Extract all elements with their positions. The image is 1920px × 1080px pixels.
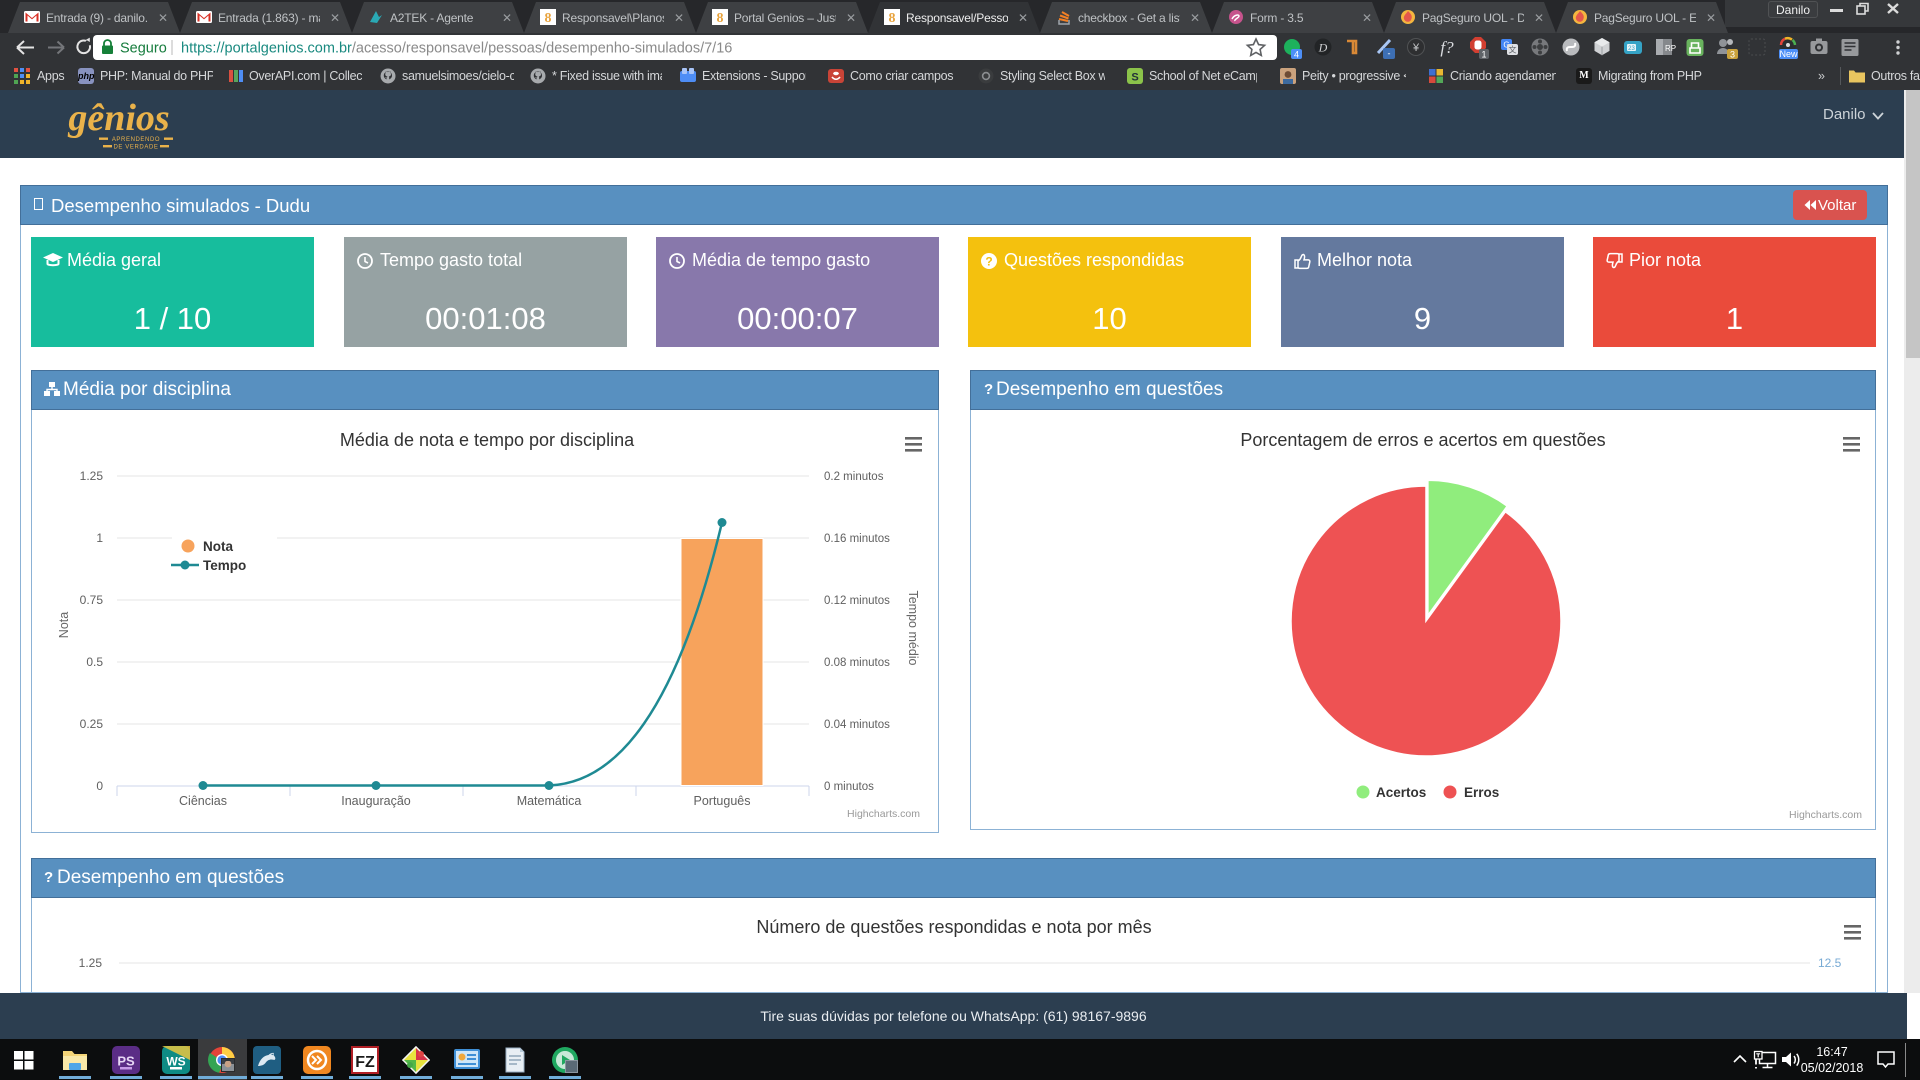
svg-text:FZ: FZ — [355, 1054, 375, 1071]
svg-text:S: S — [1131, 72, 1138, 84]
svg-text:1.25: 1.25 — [80, 469, 104, 483]
svg-text:8: 8 — [889, 11, 896, 25]
svg-text:0: 0 — [96, 779, 103, 793]
svg-text:PS: PS — [117, 1054, 135, 1069]
svg-text:Inauguração: Inauguração — [341, 794, 411, 808]
svg-text:Tempo médio: Tempo médio — [906, 590, 920, 665]
svg-text:0.16 minutos: 0.16 minutos — [824, 533, 890, 545]
svg-text:0.12 minutos: 0.12 minutos — [824, 595, 890, 607]
svg-text:Highcharts.com: Highcharts.com — [1789, 809, 1862, 821]
svg-text:¥: ¥ — [1412, 42, 1420, 54]
svg-text:D: D — [1318, 41, 1328, 55]
svg-text:f?: f? — [1440, 38, 1454, 57]
svg-text:Highcharts.com: Highcharts.com — [847, 808, 920, 820]
svg-text:8: 8 — [545, 11, 552, 25]
svg-text:Erros: Erros — [1464, 785, 1499, 800]
svg-text:12.5: 12.5 — [1818, 956, 1842, 970]
svg-text:Nota: Nota — [57, 612, 71, 638]
svg-text:3: 3 — [1730, 50, 1735, 60]
svg-text:Matemática: Matemática — [517, 794, 582, 808]
svg-text:0.5: 0.5 — [86, 655, 103, 669]
svg-text:0.75: 0.75 — [80, 593, 104, 607]
svg-text:G: G — [1503, 41, 1509, 50]
svg-text:文: 文 — [1509, 45, 1517, 55]
svg-text:-: - — [1388, 49, 1391, 59]
svg-text:Média de nota e tempo por disc: Média de nota e tempo por disciplina — [340, 430, 635, 450]
svg-text:0 minutos: 0 minutos — [824, 781, 874, 793]
svg-text:RP: RP — [1665, 44, 1676, 53]
svg-text:https://portalgenios.com.br/ac: https://portalgenios.com.br/acesso/respo… — [181, 41, 732, 57]
svg-text:1: 1 — [96, 531, 103, 545]
svg-text:DE VERDADE: DE VERDADE — [113, 145, 158, 151]
svg-text:23: 23 — [1628, 46, 1635, 52]
svg-text:Nota: Nota — [203, 539, 233, 554]
svg-text:gênios: gênios — [67, 97, 169, 139]
svg-text:Acertos: Acertos — [1376, 785, 1426, 800]
svg-text:Seguro: Seguro — [120, 41, 167, 57]
svg-text:4: 4 — [1294, 50, 1299, 60]
svg-text:1.25: 1.25 — [79, 956, 103, 970]
svg-text:?: ? — [985, 255, 992, 269]
svg-text:1: 1 — [1481, 50, 1486, 60]
svg-text:0.25: 0.25 — [80, 717, 104, 731]
svg-text:New: New — [1779, 49, 1798, 59]
svg-text:APRENDENDO: APRENDENDO — [112, 137, 160, 143]
svg-text:Ciências: Ciências — [179, 794, 227, 808]
svg-text:Português: Português — [694, 794, 751, 808]
svg-text:0.2 minutos: 0.2 minutos — [824, 471, 884, 483]
svg-text:WS: WS — [166, 1055, 185, 1069]
svg-text:0.08 minutos: 0.08 minutos — [824, 657, 890, 669]
svg-text:Número de questões respondidas: Número de questões respondidas e nota po… — [756, 917, 1151, 937]
svg-text:Tempo: Tempo — [203, 558, 246, 573]
svg-text:8: 8 — [717, 11, 724, 25]
svg-text:Porcentagem de erros e acertos: Porcentagem de erros e acertos em questõ… — [1240, 430, 1605, 450]
svg-text:0.04 minutos: 0.04 minutos — [824, 719, 890, 731]
